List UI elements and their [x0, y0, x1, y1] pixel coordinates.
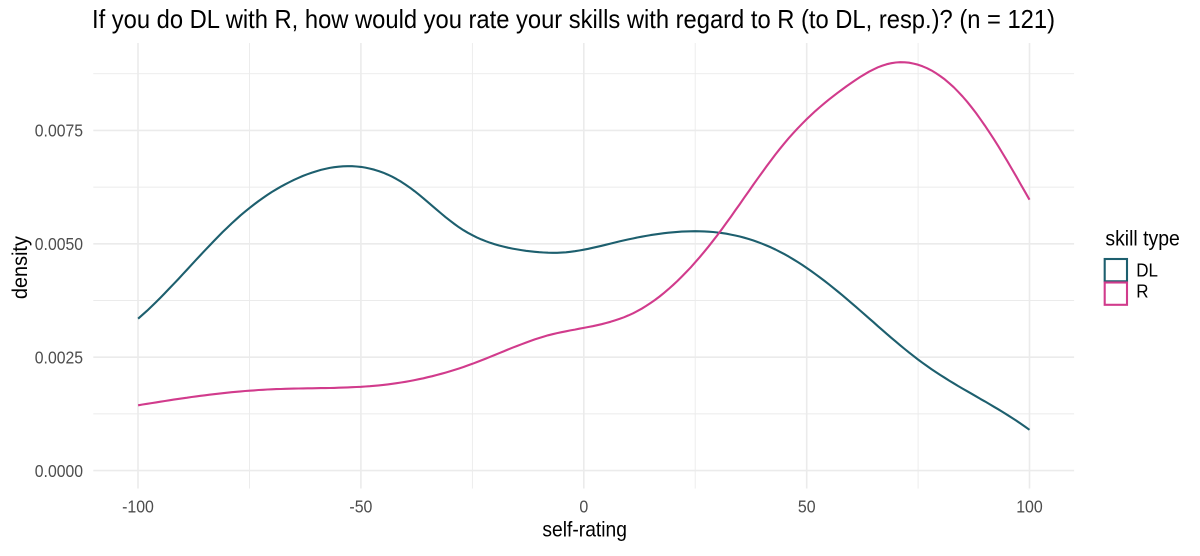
- svg-text:self-rating: self-rating: [542, 519, 627, 542]
- svg-text:If you do DL with R, how would: If you do DL with R, how would you rate …: [92, 6, 1055, 34]
- svg-text:DL: DL: [1136, 259, 1158, 280]
- svg-text:0.0075: 0.0075: [35, 121, 83, 141]
- svg-text:-50: -50: [349, 497, 372, 517]
- svg-text:-100: -100: [122, 497, 154, 517]
- svg-text:0.0050: 0.0050: [35, 234, 83, 254]
- svg-text:100: 100: [1016, 497, 1043, 517]
- svg-text:50: 50: [798, 497, 816, 517]
- svg-text:0: 0: [579, 497, 588, 517]
- svg-text:R: R: [1136, 281, 1148, 302]
- svg-text:0.0000: 0.0000: [35, 461, 83, 481]
- svg-text:0.0025: 0.0025: [35, 347, 83, 367]
- svg-text:density: density: [9, 236, 32, 300]
- svg-text:skill type: skill type: [1105, 227, 1179, 250]
